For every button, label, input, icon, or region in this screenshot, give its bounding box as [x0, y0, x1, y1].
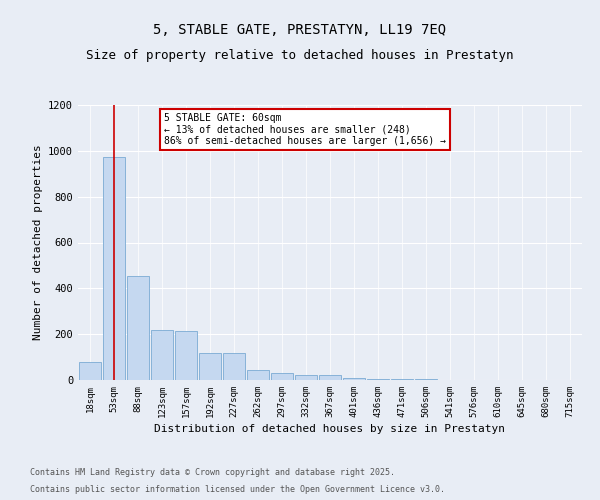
Bar [391, 379, 413, 380]
X-axis label: Distribution of detached houses by size in Prestatyn: Distribution of detached houses by size … [155, 424, 505, 434]
Bar [127, 276, 149, 380]
Bar [295, 376, 317, 380]
Bar [247, 370, 269, 380]
Bar [343, 378, 365, 380]
Text: 5, STABLE GATE, PRESTATYN, LL19 7EQ: 5, STABLE GATE, PRESTATYN, LL19 7EQ [154, 23, 446, 37]
Bar [151, 330, 173, 380]
Bar [223, 352, 245, 380]
Bar [79, 362, 101, 380]
Bar [103, 156, 125, 380]
Text: Contains HM Land Registry data © Crown copyright and database right 2025.: Contains HM Land Registry data © Crown c… [30, 468, 395, 477]
Text: Contains public sector information licensed under the Open Government Licence v3: Contains public sector information licen… [30, 484, 445, 494]
Bar [367, 379, 389, 380]
Bar [271, 373, 293, 380]
Bar [199, 352, 221, 380]
Text: 5 STABLE GATE: 60sqm
← 13% of detached houses are smaller (248)
86% of semi-deta: 5 STABLE GATE: 60sqm ← 13% of detached h… [164, 114, 446, 146]
Y-axis label: Number of detached properties: Number of detached properties [32, 144, 43, 340]
Bar [319, 376, 341, 380]
Text: Size of property relative to detached houses in Prestatyn: Size of property relative to detached ho… [86, 48, 514, 62]
Bar [175, 330, 197, 380]
